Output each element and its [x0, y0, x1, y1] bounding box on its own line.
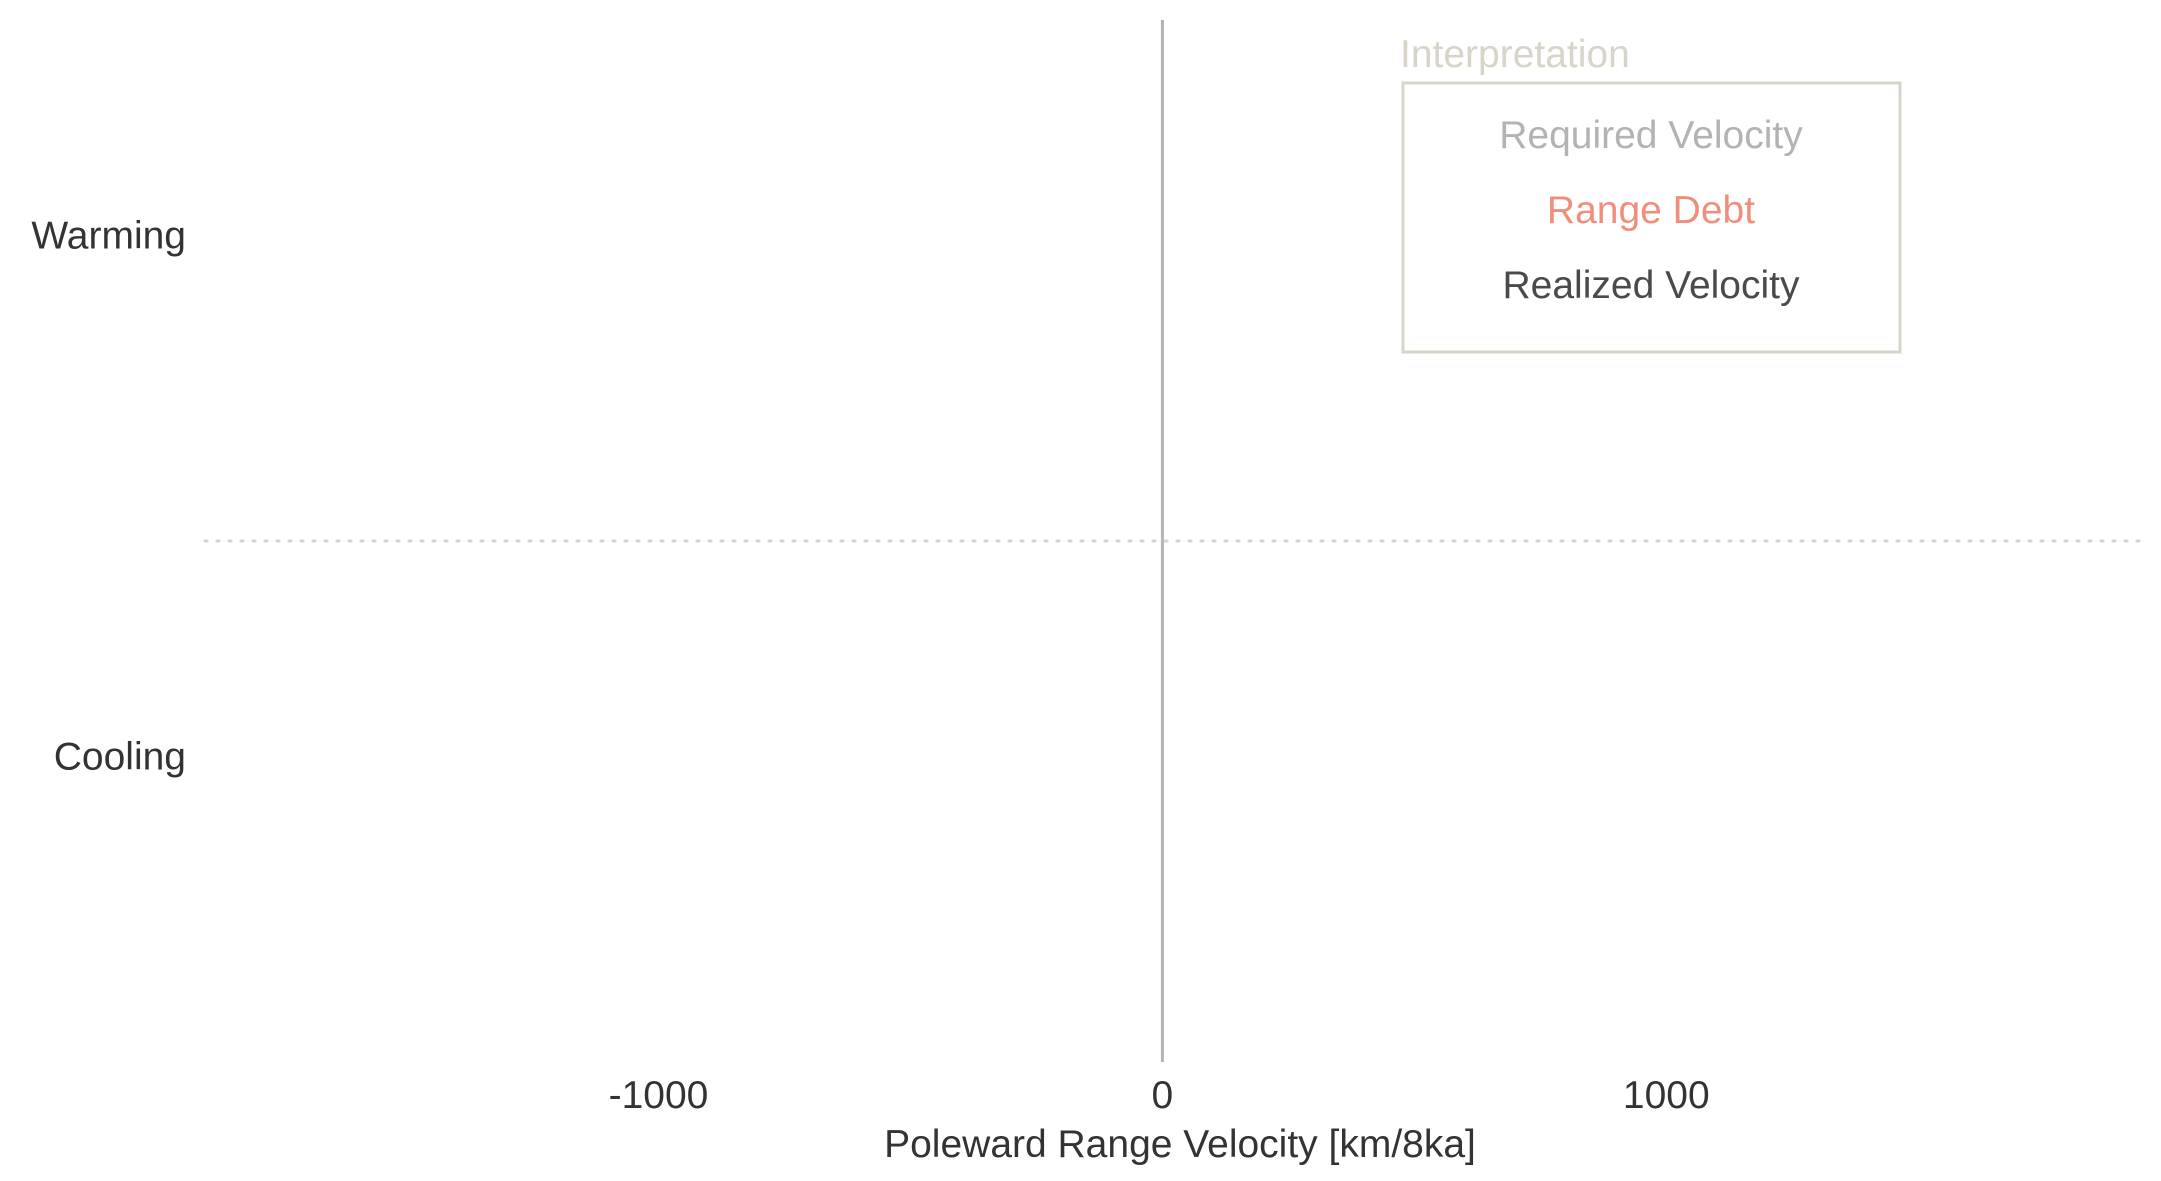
plot-area	[203, 20, 2147, 1062]
legend: Interpretation Required Velocity Range Deb…	[1400, 33, 1902, 354]
legend-entry-realized-velocity: Realized Velocity	[1503, 264, 1800, 307]
legend-entry-range-debt: Range Debt	[1547, 189, 1755, 232]
x-tick-label: 1000	[1623, 1074, 1710, 1117]
x-tick-label: -1000	[609, 1074, 709, 1117]
legend-frame	[1401, 81, 1902, 354]
category-label-cooling: Cooling	[54, 736, 186, 779]
legend-entry-required-velocity: Required Velocity	[1499, 114, 1803, 157]
axes: Warming Cooling -1000 0 1000 Poleward Range V…	[31, 215, 1709, 1167]
category-label-warming: Warming	[31, 215, 186, 258]
legend-title: Interpretation	[1400, 33, 1630, 76]
x-axis-label: Poleward Range Velocity [km/8ka]	[884, 1123, 1476, 1166]
x-tick-label: 0	[1152, 1074, 1174, 1117]
